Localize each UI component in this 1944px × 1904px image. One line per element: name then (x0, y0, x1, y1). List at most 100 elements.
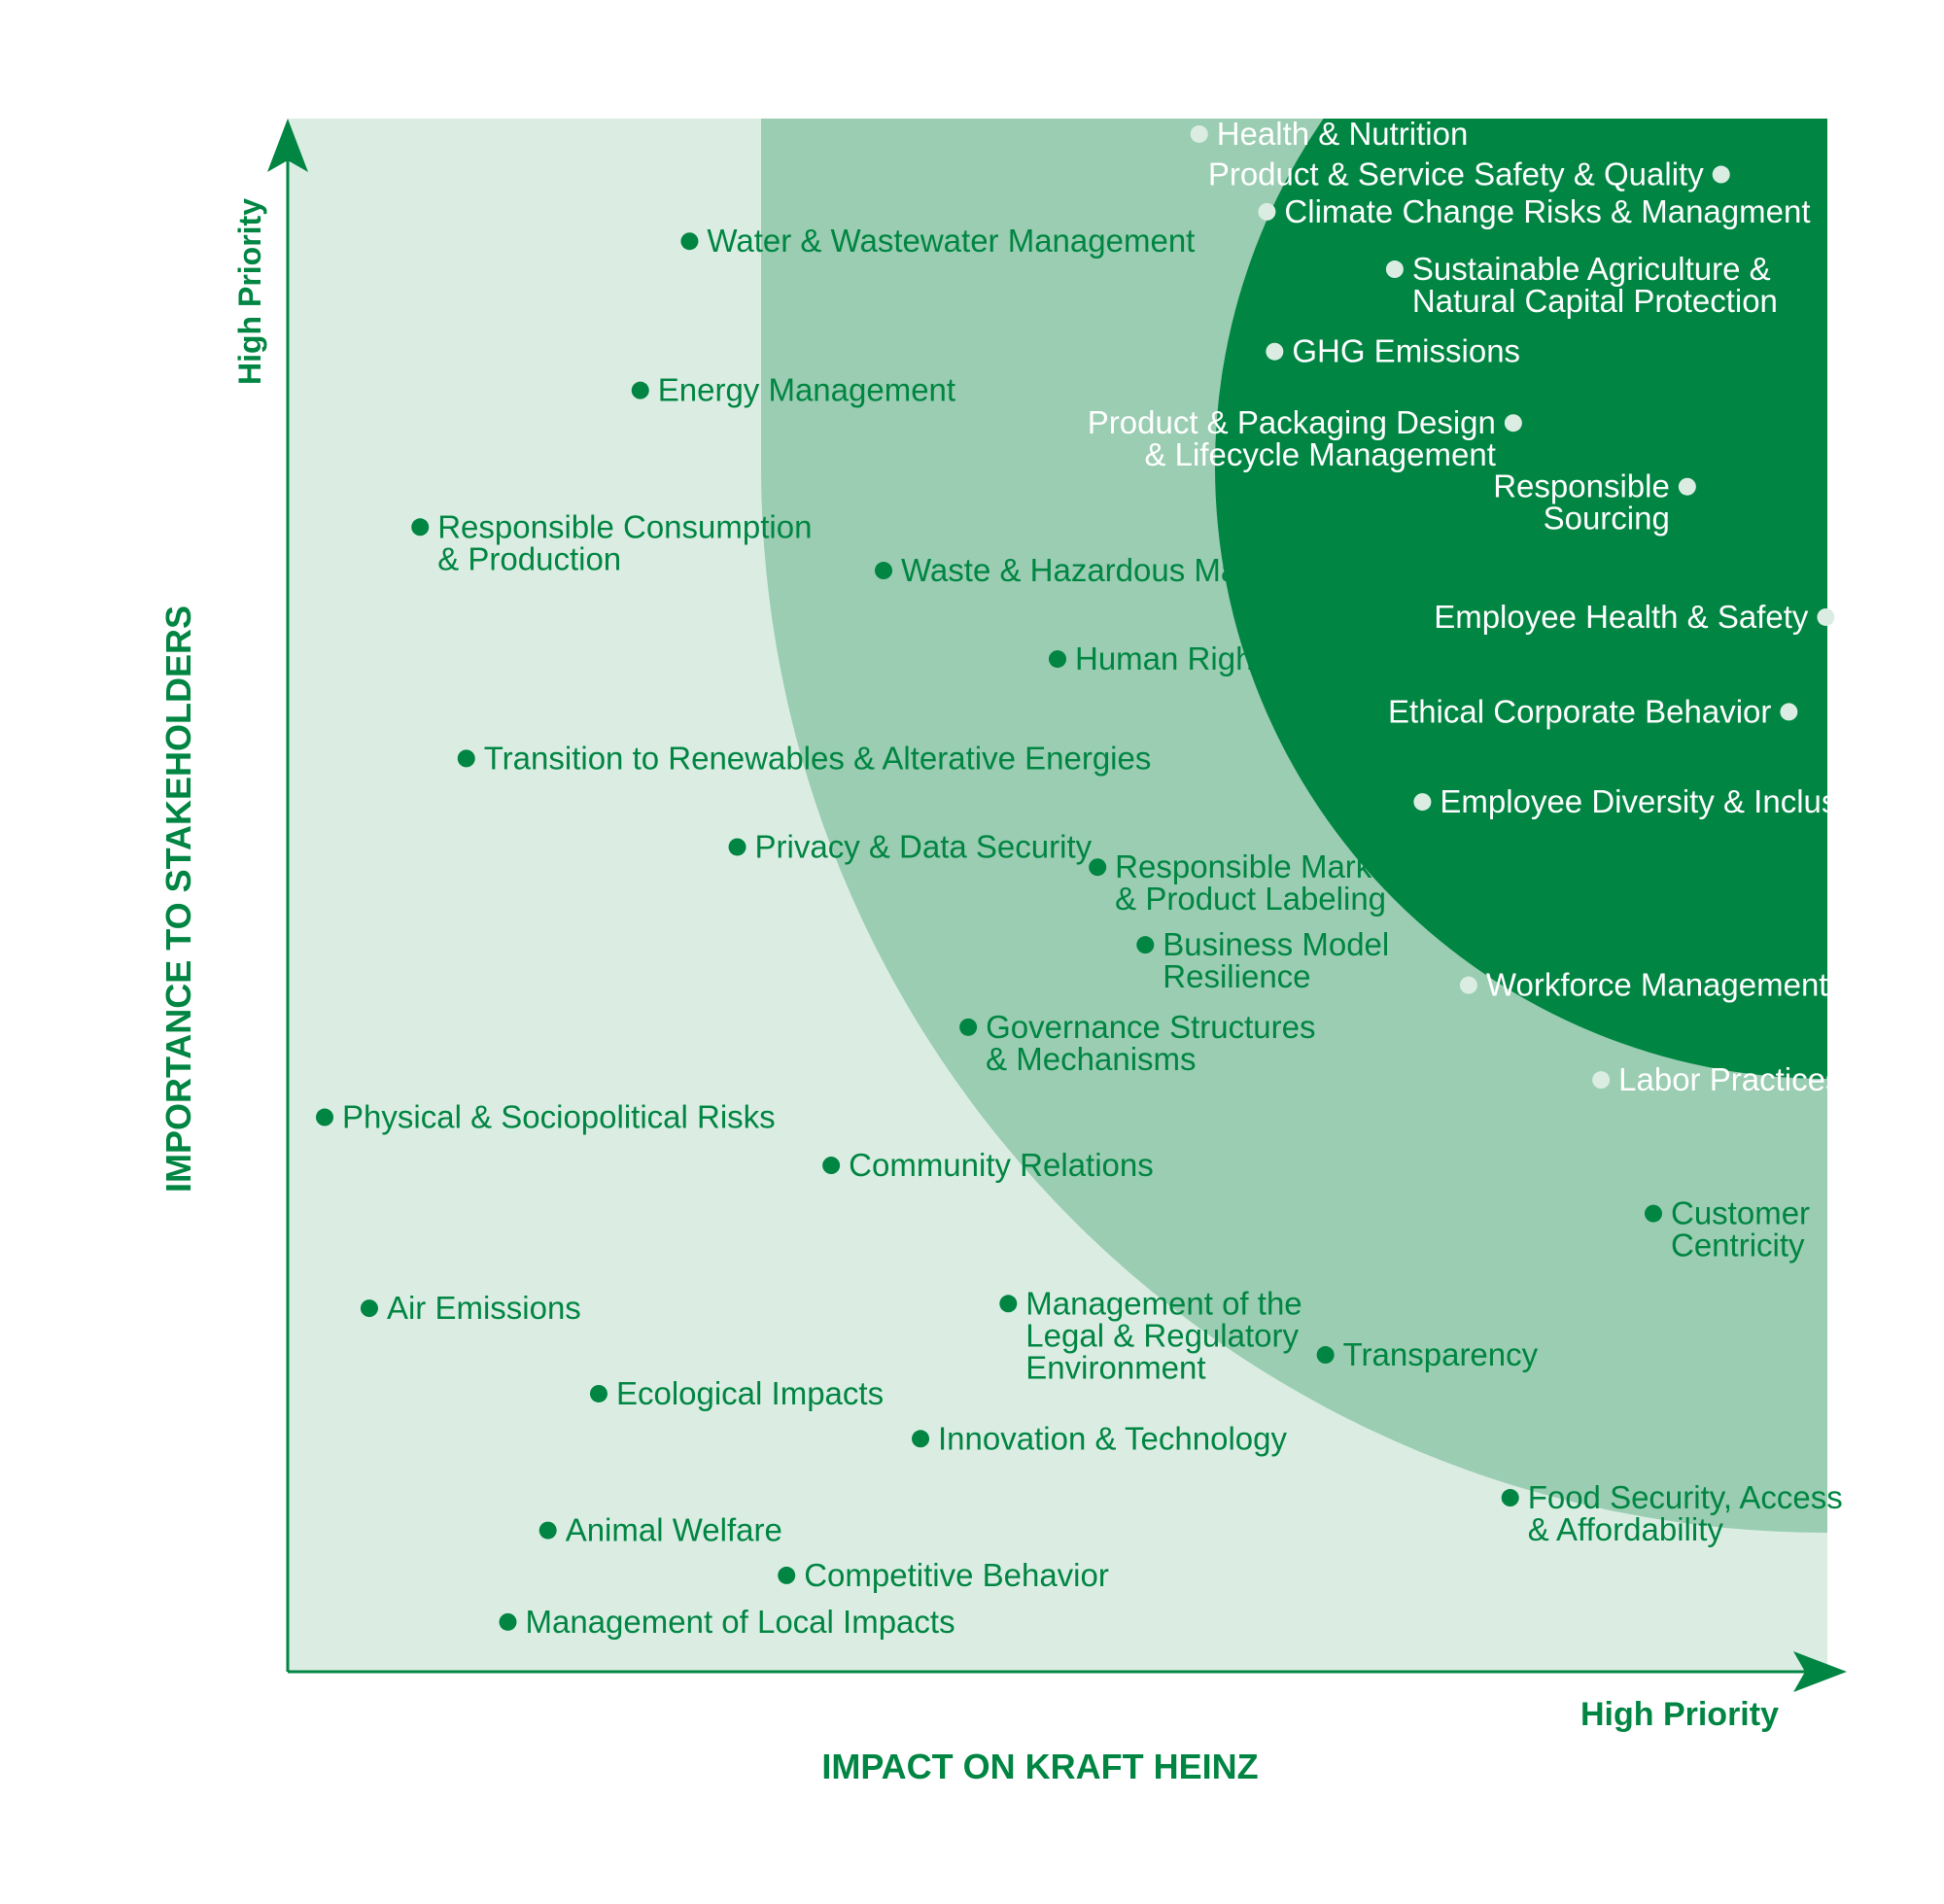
topic-marker (1413, 793, 1432, 812)
topic-marker (457, 749, 475, 768)
topic-marker (959, 1018, 978, 1036)
topic-label-line: Privacy & Data Security (755, 828, 1093, 864)
topic-label: Air Emissions (387, 1290, 581, 1326)
topic-label: Waste & Hazardous Materials (901, 552, 1324, 588)
y-axis-arrow-icon (267, 119, 308, 172)
topic-label: Business Model Resilience (1163, 926, 1389, 994)
topic-point: Product & Packaging Design & Lifecycle Ma… (1088, 404, 1522, 472)
topic-point: Employee Diversity & Inclusion (1413, 783, 1880, 819)
topic-marker (360, 1299, 378, 1318)
topic-marker (1501, 1489, 1519, 1507)
topic-point: Air Emissions (360, 1290, 581, 1326)
topic-label-line: Water & Wastewater Management (707, 223, 1195, 259)
topic-marker (631, 381, 649, 399)
topic-marker (1645, 1204, 1663, 1223)
topic-label: Food Security, Access & Affordability (1528, 1479, 1843, 1547)
topic-label: Employee Diversity & Inclusion (1440, 783, 1880, 819)
topic-label: Privacy & Data Security (755, 828, 1093, 864)
topic-marker (778, 1566, 796, 1584)
topic-label: Responsible Sourcing (1493, 468, 1670, 537)
topic-marker (680, 232, 699, 251)
topic-label-line: Responsible (1493, 468, 1670, 504)
topic-marker (411, 518, 430, 537)
topic-label-line: Waste & Hazardous Materials (901, 552, 1324, 588)
topic-point: Community Relations (822, 1147, 1154, 1183)
topic-label-line: Energy Management (658, 372, 955, 408)
topic-label-line: Customer (1671, 1195, 1810, 1231)
topic-point: Water & Wastewater Management (680, 223, 1195, 259)
topic-label-line: Labor Practices (1618, 1061, 1841, 1097)
zone-high (1215, 119, 1827, 1079)
topic-point: Responsible Consumption & Production (411, 508, 812, 576)
topic-point: Responsible Sourcing (1493, 468, 1696, 537)
topic-label-line: Health & Nutrition (1217, 116, 1469, 152)
topic-label: Competitive Behavior (804, 1557, 1109, 1593)
topic-label: Ethical Corporate Behavior (1388, 693, 1771, 729)
axes (267, 119, 1847, 1692)
topic-marker (875, 562, 893, 580)
topic-marker (728, 838, 746, 856)
topic-point: Climate Change Risks & Managment (1258, 193, 1811, 229)
topic-label: Transition to Renewables & Alterative En… (484, 740, 1152, 776)
topic-marker (1136, 936, 1155, 954)
topic-point: Energy Management (631, 372, 955, 408)
topic-marker (1190, 124, 1208, 143)
x-axis-title: IMPACT ON KRAFT HEINZ (821, 1747, 1258, 1786)
topic-point: Health & Nutrition (1190, 116, 1469, 152)
topic-label-line: Business Model (1163, 926, 1389, 962)
topic-label-line: & Lifecycle Management (1145, 436, 1496, 472)
topic-point: Animal Welfare (538, 1512, 782, 1548)
topic-point: Innovation & Technology (912, 1420, 1288, 1456)
topic-point: Waste & Hazardous Materials (875, 552, 1324, 588)
topic-label: Animal Welfare (566, 1512, 782, 1548)
topic-marker (1049, 650, 1066, 669)
topic-point: Transparency (1316, 1336, 1539, 1372)
topic-point: Ethical Corporate Behavior (1388, 693, 1798, 729)
topic-point: Transition to Renewables & Alterative En… (457, 740, 1152, 776)
topic-label: Physical & Sociopolitical Risks (342, 1099, 776, 1135)
topic-label-line: & Affordability (1528, 1511, 1724, 1547)
topic-marker (1504, 414, 1522, 433)
x-axis-arrow-icon (1793, 1651, 1847, 1692)
topic-point: Management of Local Impacts (499, 1604, 955, 1640)
topic-point: Human Rights (1049, 640, 1278, 676)
topic-label: Health & Nutrition (1217, 116, 1469, 152)
topic-label-line: Responsible Consumption (437, 508, 812, 544)
topic-point: Sustainable Agriculture & Natural Capital… (1385, 251, 1778, 319)
topic-label-line: Workforce Management (1486, 967, 1828, 1003)
topic-label: Community Relations (849, 1147, 1154, 1183)
topic-label-line: & Production (437, 540, 621, 576)
topic-marker (1817, 607, 1835, 626)
topic-label-line: Transition to Renewables & Alterative En… (484, 740, 1152, 776)
topic-point: Labor Practices (1592, 1061, 1841, 1097)
topic-point: Product & Service Safety & Quality (1208, 156, 1730, 192)
topic-label-line: Natural Capital Protection (1412, 283, 1778, 319)
topic-label-line: Community Relations (849, 1147, 1154, 1183)
topic-point: Business Model Resilience (1136, 926, 1389, 994)
topic-label-line: Environment (1025, 1349, 1205, 1385)
topic-point: Customer Centricity (1645, 1195, 1810, 1264)
topic-marker (1678, 477, 1696, 496)
topic-label: Water & Wastewater Management (707, 223, 1195, 259)
topic-marker (999, 1295, 1018, 1313)
topic-label-line: Animal Welfare (566, 1512, 782, 1548)
topic-label: Human Rights (1075, 640, 1278, 676)
topic-label: Governance Structures & Mechanisms (986, 1009, 1315, 1077)
topic-label-line: Ecological Impacts (616, 1375, 884, 1411)
topic-marker (499, 1612, 517, 1631)
topic-label-line: Physical & Sociopolitical Risks (342, 1099, 776, 1135)
topic-marker (1258, 202, 1276, 221)
topic-marker (316, 1108, 334, 1126)
topic-marker (1385, 260, 1404, 279)
topic-point: GHG Emissions (1266, 333, 1520, 369)
topic-label-line: Responsible Marketing (1115, 848, 1441, 884)
y-axis-end-label: High Priority (232, 198, 267, 385)
topic-label: Product & Service Safety & Quality (1208, 156, 1704, 192)
topic-label-line: Management of Local Impacts (526, 1604, 955, 1640)
topic-marker (1592, 1071, 1611, 1090)
topic-label: Energy Management (658, 372, 955, 408)
topic-point: Responsible Marketing & Product Labeling (1089, 848, 1441, 917)
topic-label-line: Air Emissions (387, 1290, 581, 1326)
priority-zones (288, 119, 1827, 1672)
